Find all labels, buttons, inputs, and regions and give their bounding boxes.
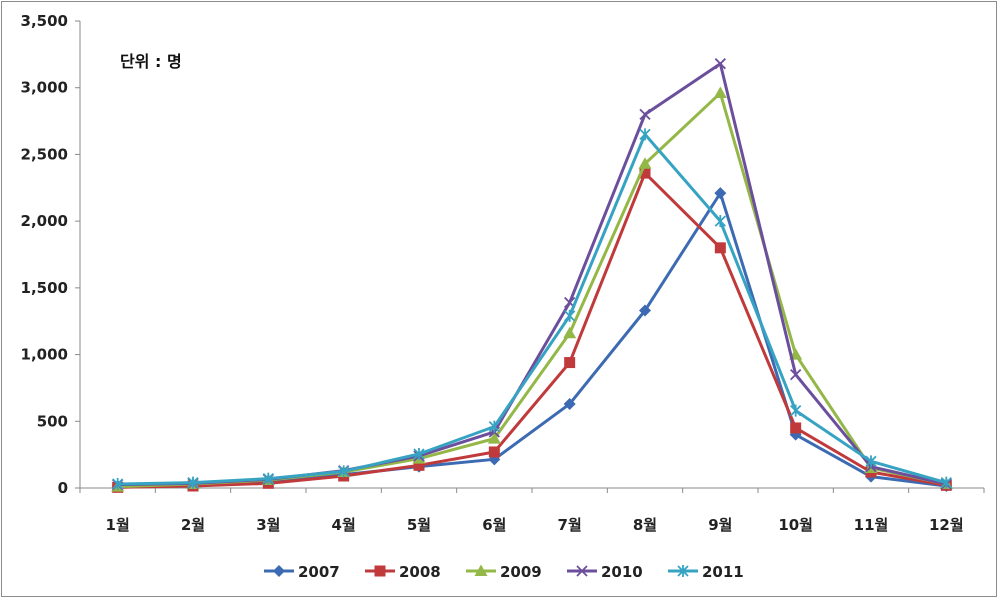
data-point bbox=[187, 476, 199, 489]
y-tick-label: 2,500 bbox=[21, 145, 68, 163]
x-tick-label: 10월 bbox=[778, 516, 813, 534]
x-tick-label: 1월 bbox=[106, 516, 130, 534]
series-2011 bbox=[112, 128, 952, 490]
legend-marker bbox=[374, 565, 386, 577]
x-tick-label: 4월 bbox=[332, 516, 356, 534]
data-point bbox=[563, 326, 577, 339]
legend-item-2010: 2010 bbox=[567, 563, 643, 581]
data-point bbox=[413, 447, 425, 460]
y-tick-label: 1,500 bbox=[21, 279, 68, 297]
x-tick-label: 3월 bbox=[256, 516, 280, 534]
series-2008 bbox=[112, 167, 952, 493]
data-point bbox=[714, 58, 726, 70]
series-2010 bbox=[112, 58, 952, 491]
x-tick-label: 7월 bbox=[558, 516, 582, 534]
axes bbox=[79, 21, 984, 489]
data-point bbox=[714, 242, 726, 254]
legend-marker bbox=[677, 565, 689, 577]
data-point bbox=[112, 477, 124, 490]
legend-marker bbox=[576, 565, 588, 577]
data-point bbox=[790, 404, 802, 417]
legend-item-2007: 2007 bbox=[264, 563, 340, 581]
data-point bbox=[639, 167, 651, 179]
legend-label: 2009 bbox=[500, 563, 542, 581]
data-point bbox=[338, 465, 350, 478]
legend-label: 2010 bbox=[601, 563, 643, 581]
data-point bbox=[564, 357, 576, 369]
x-tick-label: 5월 bbox=[407, 516, 431, 534]
data-point bbox=[714, 215, 726, 228]
legend-label: 2011 bbox=[702, 563, 744, 581]
y-tick-label: 500 bbox=[37, 412, 68, 430]
legend-label: 2008 bbox=[399, 563, 441, 581]
data-point bbox=[488, 420, 500, 433]
data-point bbox=[413, 459, 425, 471]
y-tick-label: 3,500 bbox=[21, 12, 68, 30]
data-point bbox=[563, 397, 576, 410]
data-point bbox=[262, 472, 274, 485]
series-layer bbox=[111, 58, 953, 493]
series-line bbox=[117, 132, 947, 486]
y-tick-label: 3,000 bbox=[21, 79, 68, 97]
data-point bbox=[564, 309, 576, 322]
data-point bbox=[790, 422, 802, 434]
legend-marker bbox=[474, 564, 488, 576]
y-axis-ticks: 0 500 1,000 1,500 2,000 2,500 3,000 3,500 bbox=[21, 12, 80, 497]
legend: 2007 2008 2009 2010 2011 bbox=[264, 563, 744, 581]
data-point bbox=[713, 86, 727, 99]
data-point bbox=[639, 108, 651, 121]
x-tick-label: 8월 bbox=[633, 516, 657, 534]
data-point bbox=[638, 157, 652, 169]
data-point bbox=[487, 432, 501, 444]
data-point bbox=[488, 446, 500, 458]
data-point bbox=[940, 476, 952, 489]
series-line bbox=[117, 62, 947, 487]
series-line bbox=[117, 171, 947, 489]
data-point bbox=[639, 128, 651, 141]
x-tick-label: 9월 bbox=[708, 516, 732, 534]
legend-item-2008: 2008 bbox=[365, 563, 441, 581]
data-point bbox=[714, 187, 727, 200]
y-tick-label: 2,000 bbox=[21, 212, 68, 230]
unit-note: 단위 : 명 bbox=[120, 52, 182, 71]
x-axis-ticks: 1월 2월 3월 4월 5월 6월 7월 8월 9월 10월 11월 12월 bbox=[79, 488, 985, 534]
legend-label: 2007 bbox=[298, 563, 340, 581]
x-tick-label: 12월 bbox=[929, 516, 964, 534]
y-tick-label: 0 bbox=[58, 479, 68, 497]
data-point bbox=[790, 368, 802, 381]
legend-item-2009: 2009 bbox=[466, 563, 542, 581]
data-point bbox=[639, 304, 651, 317]
x-tick-label: 11월 bbox=[854, 516, 889, 534]
data-point bbox=[865, 455, 877, 468]
x-tick-label: 2월 bbox=[181, 516, 205, 534]
x-tick-label: 6월 bbox=[482, 516, 506, 534]
legend-marker bbox=[273, 565, 285, 577]
y-tick-label: 1,000 bbox=[21, 346, 68, 364]
legend-item-2011: 2011 bbox=[668, 563, 744, 581]
